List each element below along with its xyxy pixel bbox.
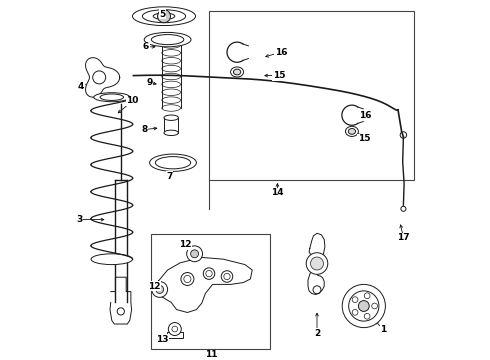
Text: 4: 4 [78, 82, 84, 91]
Ellipse shape [348, 129, 356, 134]
Text: 15: 15 [358, 134, 370, 143]
Ellipse shape [345, 126, 358, 136]
Text: 12: 12 [179, 240, 192, 249]
Ellipse shape [153, 13, 175, 19]
Text: 13: 13 [156, 335, 169, 343]
Polygon shape [86, 58, 120, 97]
Text: 10: 10 [126, 96, 139, 105]
Circle shape [311, 257, 323, 270]
Ellipse shape [231, 67, 244, 77]
Circle shape [352, 310, 358, 315]
Circle shape [187, 246, 202, 262]
Ellipse shape [94, 93, 130, 102]
Ellipse shape [100, 94, 123, 100]
Circle shape [306, 253, 328, 274]
Circle shape [191, 250, 198, 258]
Ellipse shape [149, 154, 196, 171]
Circle shape [157, 10, 171, 23]
Ellipse shape [91, 254, 132, 265]
Text: 5: 5 [159, 10, 165, 19]
Bar [167, 332, 183, 338]
Ellipse shape [164, 115, 178, 120]
Text: 12: 12 [148, 282, 161, 291]
Text: 2: 2 [314, 328, 320, 338]
Text: 1: 1 [380, 325, 387, 334]
Ellipse shape [151, 35, 184, 45]
Bar [151, 234, 270, 349]
Circle shape [93, 71, 106, 84]
Ellipse shape [233, 69, 241, 75]
Circle shape [181, 273, 194, 285]
Text: 14: 14 [271, 188, 284, 197]
Polygon shape [157, 257, 252, 312]
Ellipse shape [144, 32, 191, 47]
Circle shape [349, 291, 379, 321]
Text: 16: 16 [275, 48, 287, 57]
Circle shape [372, 303, 377, 309]
Ellipse shape [132, 7, 196, 26]
Text: 8: 8 [141, 125, 147, 134]
Text: 16: 16 [359, 111, 372, 120]
Text: 9: 9 [147, 78, 153, 87]
Ellipse shape [143, 10, 186, 23]
Text: 3: 3 [76, 215, 82, 224]
Text: 17: 17 [397, 233, 410, 242]
Ellipse shape [164, 130, 178, 135]
Circle shape [364, 293, 370, 298]
Circle shape [156, 285, 164, 293]
Circle shape [364, 314, 370, 319]
Text: 7: 7 [166, 172, 172, 181]
Bar [209, 11, 414, 180]
Ellipse shape [155, 157, 191, 169]
Circle shape [358, 301, 369, 311]
Text: 15: 15 [273, 71, 286, 80]
Circle shape [203, 268, 215, 279]
Text: 11: 11 [204, 350, 217, 359]
Text: 6: 6 [143, 42, 149, 51]
Polygon shape [308, 233, 325, 294]
Circle shape [152, 282, 168, 297]
Circle shape [342, 284, 386, 328]
Circle shape [221, 271, 233, 282]
Circle shape [169, 323, 181, 336]
Circle shape [352, 297, 358, 302]
